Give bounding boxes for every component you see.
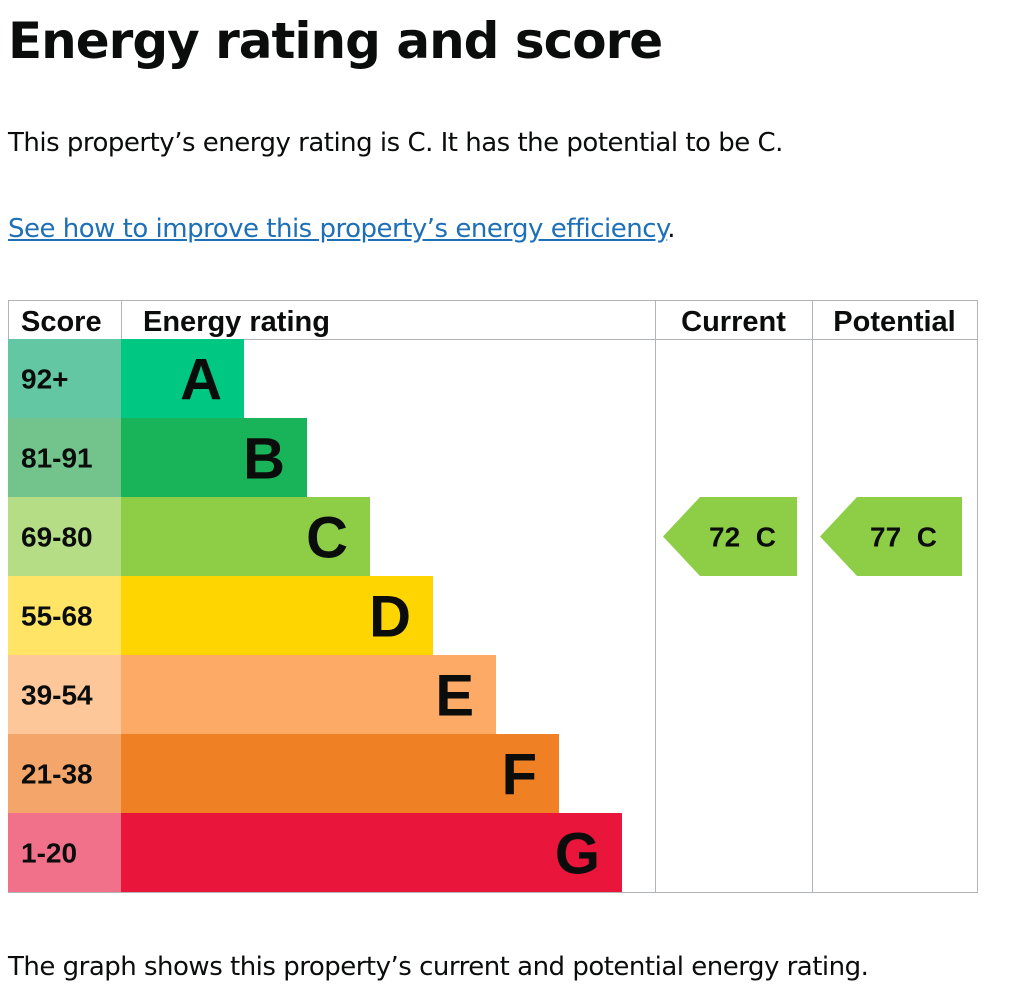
- score-label-c: 69-80: [21, 522, 93, 553]
- score-label-a: 92+: [21, 364, 69, 395]
- rating-bar-c: [121, 497, 370, 576]
- score-cell-f: [8, 734, 121, 813]
- column-header-current: Current: [681, 306, 786, 338]
- rating-letter-b: B: [243, 427, 285, 492]
- score-cell-c: [8, 497, 121, 576]
- column-header-energy-rating: Energy rating: [143, 306, 330, 338]
- intro-text: This property’s energy rating is C. It h…: [8, 128, 783, 158]
- page-title: Energy rating and score: [8, 12, 663, 70]
- rating-letter-c: C: [306, 506, 348, 571]
- current-rating-label: 72 C: [709, 522, 776, 553]
- score-cell-b: [8, 418, 121, 497]
- rating-letter-e: E: [435, 664, 474, 729]
- score-cell-g: [8, 813, 121, 892]
- score-cell-d: [8, 576, 121, 655]
- rating-bar-d: [121, 576, 433, 655]
- improve-link[interactable]: See how to improve this property’s energ…: [8, 214, 668, 244]
- column-header-score: Score: [21, 306, 102, 338]
- score-label-e: 39-54: [21, 680, 93, 711]
- improve-paragraph: See how to improve this property’s energ…: [8, 214, 675, 244]
- rating-letter-f: F: [502, 743, 537, 808]
- graph-caption: The graph shows this property’s current …: [8, 952, 869, 982]
- score-label-d: 55-68: [21, 601, 93, 632]
- rating-letter-a: A: [180, 348, 222, 413]
- score-label-g: 1-20: [21, 838, 77, 869]
- score-label-f: 21-38: [21, 759, 93, 790]
- rating-bar-g: [121, 813, 622, 892]
- column-header-potential: Potential: [833, 306, 955, 338]
- rating-bar-b: [121, 418, 307, 497]
- improve-suffix: .: [667, 214, 675, 244]
- rating-letter-g: G: [555, 822, 600, 887]
- score-cell-e: [8, 655, 121, 734]
- potential-arrow: [820, 497, 962, 576]
- rating-letter-d: D: [369, 585, 411, 650]
- rating-bar-a: [121, 339, 244, 418]
- score-cell-a: [8, 339, 121, 418]
- current-arrow: [663, 497, 797, 576]
- rating-bar-e: [121, 655, 496, 734]
- potential-rating-label: 77 C: [870, 522, 937, 553]
- rating-bar-f: [121, 734, 559, 813]
- score-label-b: 81-91: [21, 443, 93, 474]
